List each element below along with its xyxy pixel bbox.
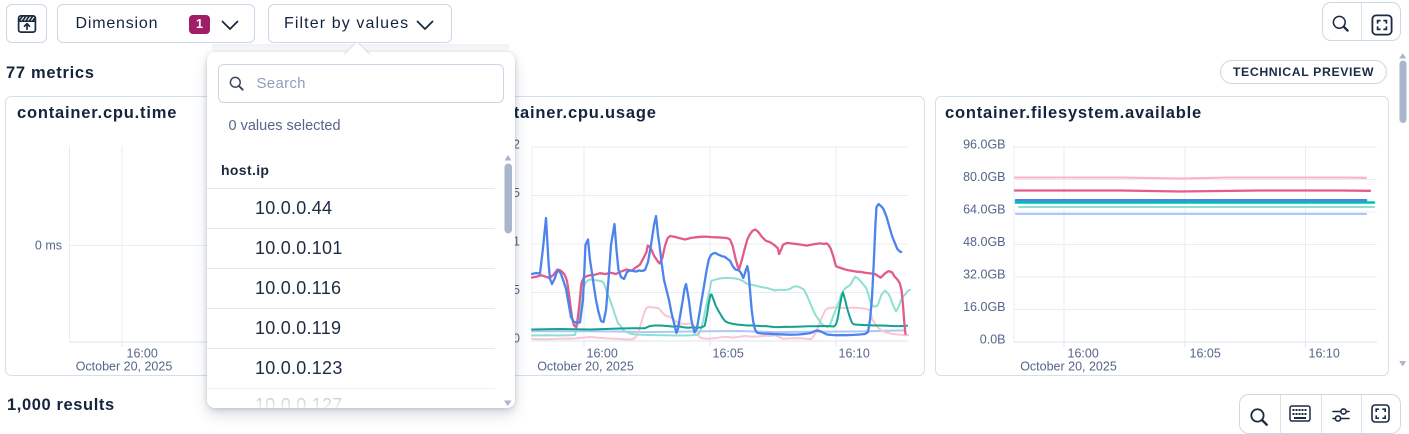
svg-text:16:00: 16:00 xyxy=(587,347,618,361)
svg-text:64.0GB: 64.0GB xyxy=(963,203,1005,217)
svg-text:16.0GB: 16.0GB xyxy=(963,300,1005,314)
svg-text:32.0GB: 32.0GB xyxy=(963,268,1005,282)
svg-text:16:05: 16:05 xyxy=(713,347,744,361)
svg-text:0: 0 xyxy=(513,332,520,346)
svg-text:0.0B: 0.0B xyxy=(980,333,1006,347)
svg-text:October 20, 2025: October 20, 2025 xyxy=(1020,360,1117,374)
svg-text:0 ms: 0 ms xyxy=(35,239,62,253)
svg-text:16:00: 16:00 xyxy=(127,347,158,361)
svg-text:October 20, 2025: October 20, 2025 xyxy=(537,360,634,374)
svg-text:80.0GB: 80.0GB xyxy=(963,170,1005,184)
svg-text:48.0GB: 48.0GB xyxy=(963,235,1005,249)
svg-text:October 20, 2025: October 20, 2025 xyxy=(76,360,173,374)
svg-text:96.0GB: 96.0GB xyxy=(963,138,1005,152)
svg-text:16:10: 16:10 xyxy=(839,347,870,361)
svg-text:16:05: 16:05 xyxy=(1190,347,1221,361)
svg-text:16:00: 16:00 xyxy=(1068,347,1099,361)
svg-text:16:10: 16:10 xyxy=(1309,347,1340,361)
